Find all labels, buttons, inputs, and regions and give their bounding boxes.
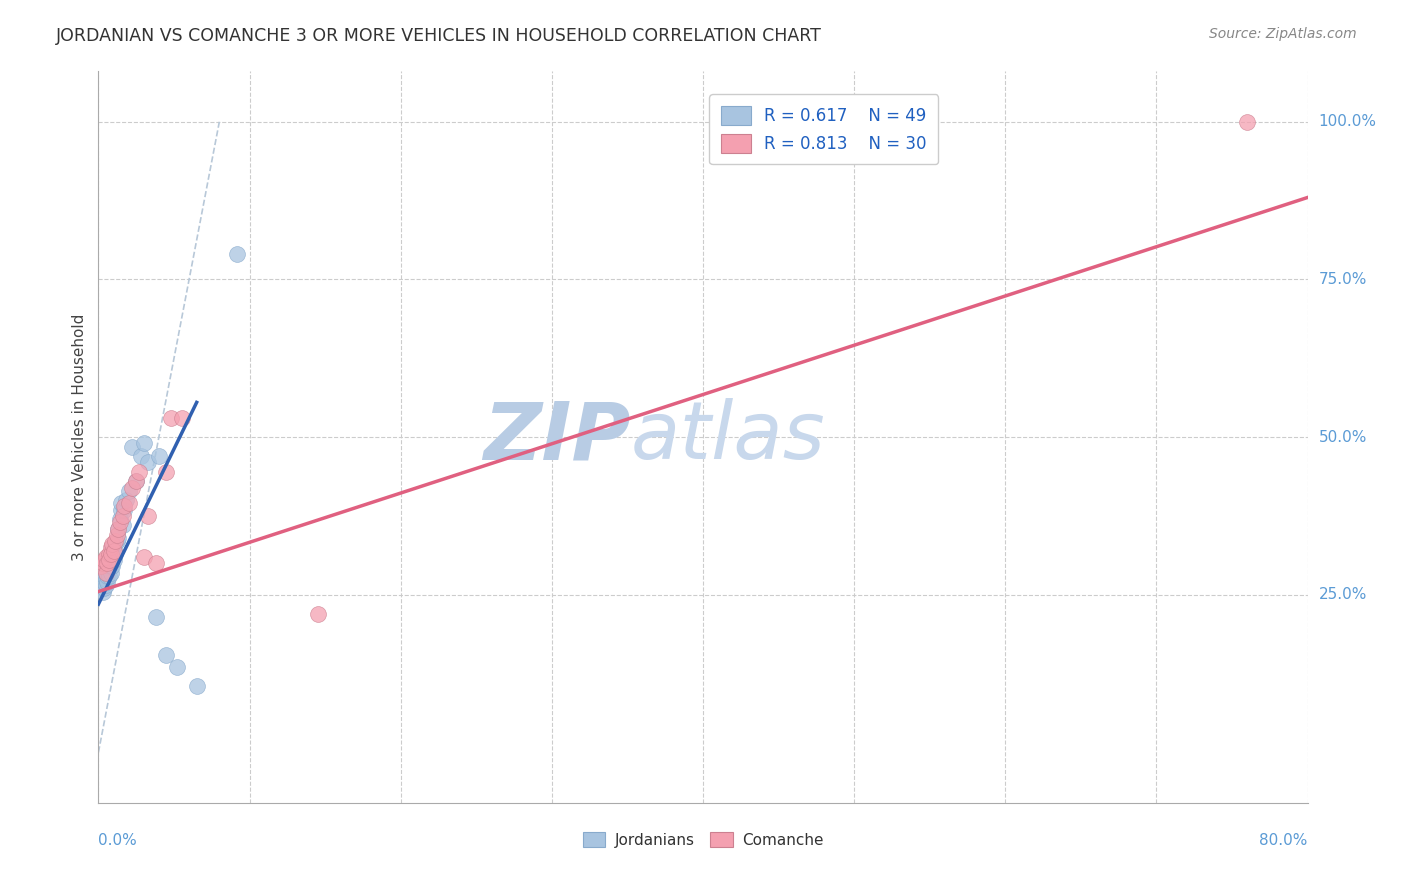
Text: 100.0%: 100.0% xyxy=(1319,114,1376,129)
Point xyxy=(103,543,125,558)
Point xyxy=(132,436,155,450)
Point xyxy=(103,553,125,567)
Point xyxy=(96,575,118,590)
Point xyxy=(90,575,112,590)
Point xyxy=(118,496,141,510)
Point xyxy=(104,534,127,549)
Point xyxy=(1236,115,1258,129)
Point xyxy=(132,549,155,564)
Legend: Jordanians, Comanche: Jordanians, Comanche xyxy=(576,825,830,854)
Point xyxy=(110,502,132,516)
Point xyxy=(100,541,122,555)
Point xyxy=(105,534,128,549)
Point xyxy=(100,559,122,574)
Text: atlas: atlas xyxy=(630,398,825,476)
Y-axis label: 3 or more Vehicles in Household: 3 or more Vehicles in Household xyxy=(72,313,87,561)
Point xyxy=(107,531,129,545)
Point xyxy=(90,582,112,596)
Point xyxy=(136,508,159,523)
Point xyxy=(100,566,122,580)
Point xyxy=(155,465,177,479)
Point xyxy=(104,547,127,561)
Text: 50.0%: 50.0% xyxy=(1319,430,1367,444)
Point xyxy=(226,247,249,261)
Point xyxy=(145,609,167,624)
Point xyxy=(91,556,114,570)
Point xyxy=(101,549,124,564)
Point xyxy=(136,455,159,469)
Point xyxy=(98,553,121,567)
Text: ZIP: ZIP xyxy=(484,398,630,476)
Point xyxy=(112,502,135,516)
Point xyxy=(96,556,118,570)
Text: 25.0%: 25.0% xyxy=(1319,587,1367,602)
Point xyxy=(101,541,124,555)
Point xyxy=(91,584,114,599)
Point xyxy=(98,553,121,567)
Point xyxy=(148,449,170,463)
Point xyxy=(93,582,115,596)
Point xyxy=(118,483,141,498)
Point xyxy=(91,572,114,586)
Point xyxy=(94,578,117,592)
Point xyxy=(104,537,127,551)
Point xyxy=(101,559,124,574)
Text: 0.0%: 0.0% xyxy=(98,833,138,848)
Text: 75.0%: 75.0% xyxy=(1319,272,1367,287)
Point xyxy=(155,648,177,662)
Point xyxy=(108,512,131,526)
Point xyxy=(100,549,122,564)
Point xyxy=(93,569,115,583)
Point xyxy=(125,474,148,488)
Point xyxy=(105,528,128,542)
Text: Source: ZipAtlas.com: Source: ZipAtlas.com xyxy=(1209,27,1357,41)
Point xyxy=(96,559,118,574)
Point xyxy=(110,496,132,510)
Point xyxy=(100,547,122,561)
Point xyxy=(125,474,148,488)
Point xyxy=(121,440,143,454)
Point xyxy=(98,547,121,561)
Point xyxy=(129,449,152,463)
Point xyxy=(160,411,183,425)
Point xyxy=(103,543,125,558)
Point xyxy=(186,679,208,693)
Point xyxy=(114,493,136,508)
Point xyxy=(112,500,135,514)
Point xyxy=(307,607,329,621)
Point xyxy=(94,559,117,574)
Point xyxy=(98,569,121,583)
Point xyxy=(107,521,129,535)
Point xyxy=(93,553,115,567)
Point xyxy=(166,660,188,674)
Point xyxy=(128,465,150,479)
Point xyxy=(145,556,167,570)
Point xyxy=(94,572,117,586)
Point xyxy=(94,566,117,580)
Point xyxy=(107,521,129,535)
Point xyxy=(94,549,117,564)
Point xyxy=(121,481,143,495)
Point xyxy=(96,569,118,583)
Point xyxy=(94,566,117,580)
Text: JORDANIAN VS COMANCHE 3 OR MORE VEHICLES IN HOUSEHOLD CORRELATION CHART: JORDANIAN VS COMANCHE 3 OR MORE VEHICLES… xyxy=(56,27,823,45)
Point xyxy=(91,578,114,592)
Point xyxy=(111,508,134,523)
Point xyxy=(98,559,121,574)
Point xyxy=(90,559,112,574)
Text: 80.0%: 80.0% xyxy=(1260,833,1308,848)
Point xyxy=(108,515,131,529)
Point xyxy=(170,411,193,425)
Point xyxy=(93,575,115,590)
Point xyxy=(111,518,134,533)
Point xyxy=(101,537,124,551)
